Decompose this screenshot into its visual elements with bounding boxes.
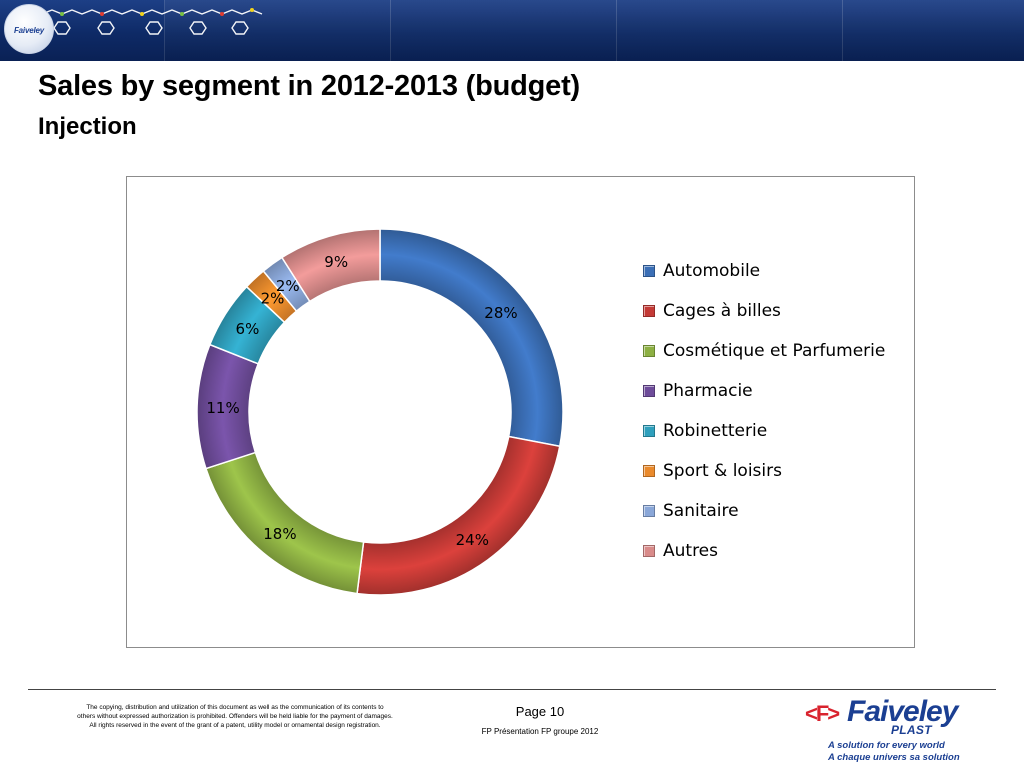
doughnut-chart: 28%24%18%11%6%2%2%9%: [196, 228, 564, 596]
legend-label: Autres: [663, 541, 719, 561]
legend-swatch: [643, 465, 655, 477]
legend-swatch: [643, 265, 655, 277]
legend-item: Cages à billes: [643, 301, 913, 341]
legend-label: Robinetterie: [663, 421, 768, 441]
copyright-line: others without expressed authorization i…: [77, 713, 393, 720]
legend-swatch: [643, 385, 655, 397]
data-label: 11%: [206, 399, 239, 417]
slogan-en: A solution for every world: [828, 740, 945, 751]
footer-divider: [28, 689, 996, 690]
donut-slice-cages-billes: [356, 435, 561, 596]
legend-label: Cages à billes: [663, 301, 781, 321]
legend-label: Sanitaire: [663, 501, 739, 521]
presentation-name: FP Présentation FP groupe 2012: [481, 727, 599, 736]
data-label: 6%: [236, 320, 260, 338]
legend-swatch: [643, 505, 655, 517]
brand-subname: PLAST: [891, 723, 932, 737]
legend-swatch: [643, 545, 655, 557]
legend-item: Sanitaire: [643, 501, 913, 541]
data-label: 24%: [456, 531, 489, 549]
banner-panel: [616, 0, 843, 61]
donut-slice-cosm-tique-et-parfumerie: [205, 451, 365, 595]
donut-slice-autres: [280, 228, 381, 303]
legend-item: Robinetterie: [643, 421, 913, 461]
legend-label: Pharmacie: [663, 381, 753, 401]
legend-swatch: [643, 425, 655, 437]
legend-label: Cosmétique et Parfumerie: [663, 341, 886, 361]
legend-swatch: [643, 305, 655, 317]
banner-panel: [164, 0, 391, 61]
data-label: 9%: [324, 253, 348, 271]
slide-subtitle: Injection: [38, 113, 137, 140]
slogan-fr: A chaque univers sa solution: [828, 752, 960, 763]
brand-name: Faiveley: [847, 695, 958, 728]
data-label: 28%: [484, 304, 517, 322]
banner-logo-badge: Faiveley: [4, 4, 54, 54]
banner-panel: [842, 0, 1024, 61]
legend-item: Autres: [643, 541, 913, 581]
data-label: 2%: [276, 277, 300, 295]
brand-slogan: A solution for every world A chaque univ…: [828, 740, 960, 764]
data-label: 18%: [263, 525, 296, 543]
legend-label: Sport & loisirs: [663, 461, 782, 481]
legend-item: Pharmacie: [643, 381, 913, 421]
copyright-notice: The copying, distribution and utilizatio…: [50, 703, 420, 730]
copyright-line: The copying, distribution and utilizatio…: [86, 704, 384, 711]
chart-frame: 28% 24% 18% 11% 6% 2% 2% 9% Automobile Cages à b…: [126, 176, 915, 648]
data-label: 2%: [261, 290, 285, 308]
legend-swatch: [643, 345, 655, 357]
header-banner: Faiveley: [0, 0, 1024, 61]
banner-logo-text: Faiveley: [14, 26, 44, 35]
legend-item: Automobile: [643, 261, 913, 301]
slide-title: Sales by segment in 2012-2013 (budget): [38, 70, 580, 102]
copyright-line: All rights reserved in the event of the …: [89, 722, 381, 729]
brand-mark-icon: <F>: [805, 701, 840, 726]
page-number: Page 10: [515, 704, 565, 719]
molecule-decoration: [41, 8, 263, 35]
banner-panel: [390, 0, 617, 61]
legend-item: Cosmétique et Parfumerie: [643, 341, 913, 381]
chart-legend: Automobile Cages à billes Cosmétique et Pa…: [643, 261, 913, 581]
donut-slice-automobile: [379, 228, 564, 448]
legend-item: Sport & loisirs: [643, 461, 913, 501]
legend-label: Automobile: [663, 261, 761, 281]
